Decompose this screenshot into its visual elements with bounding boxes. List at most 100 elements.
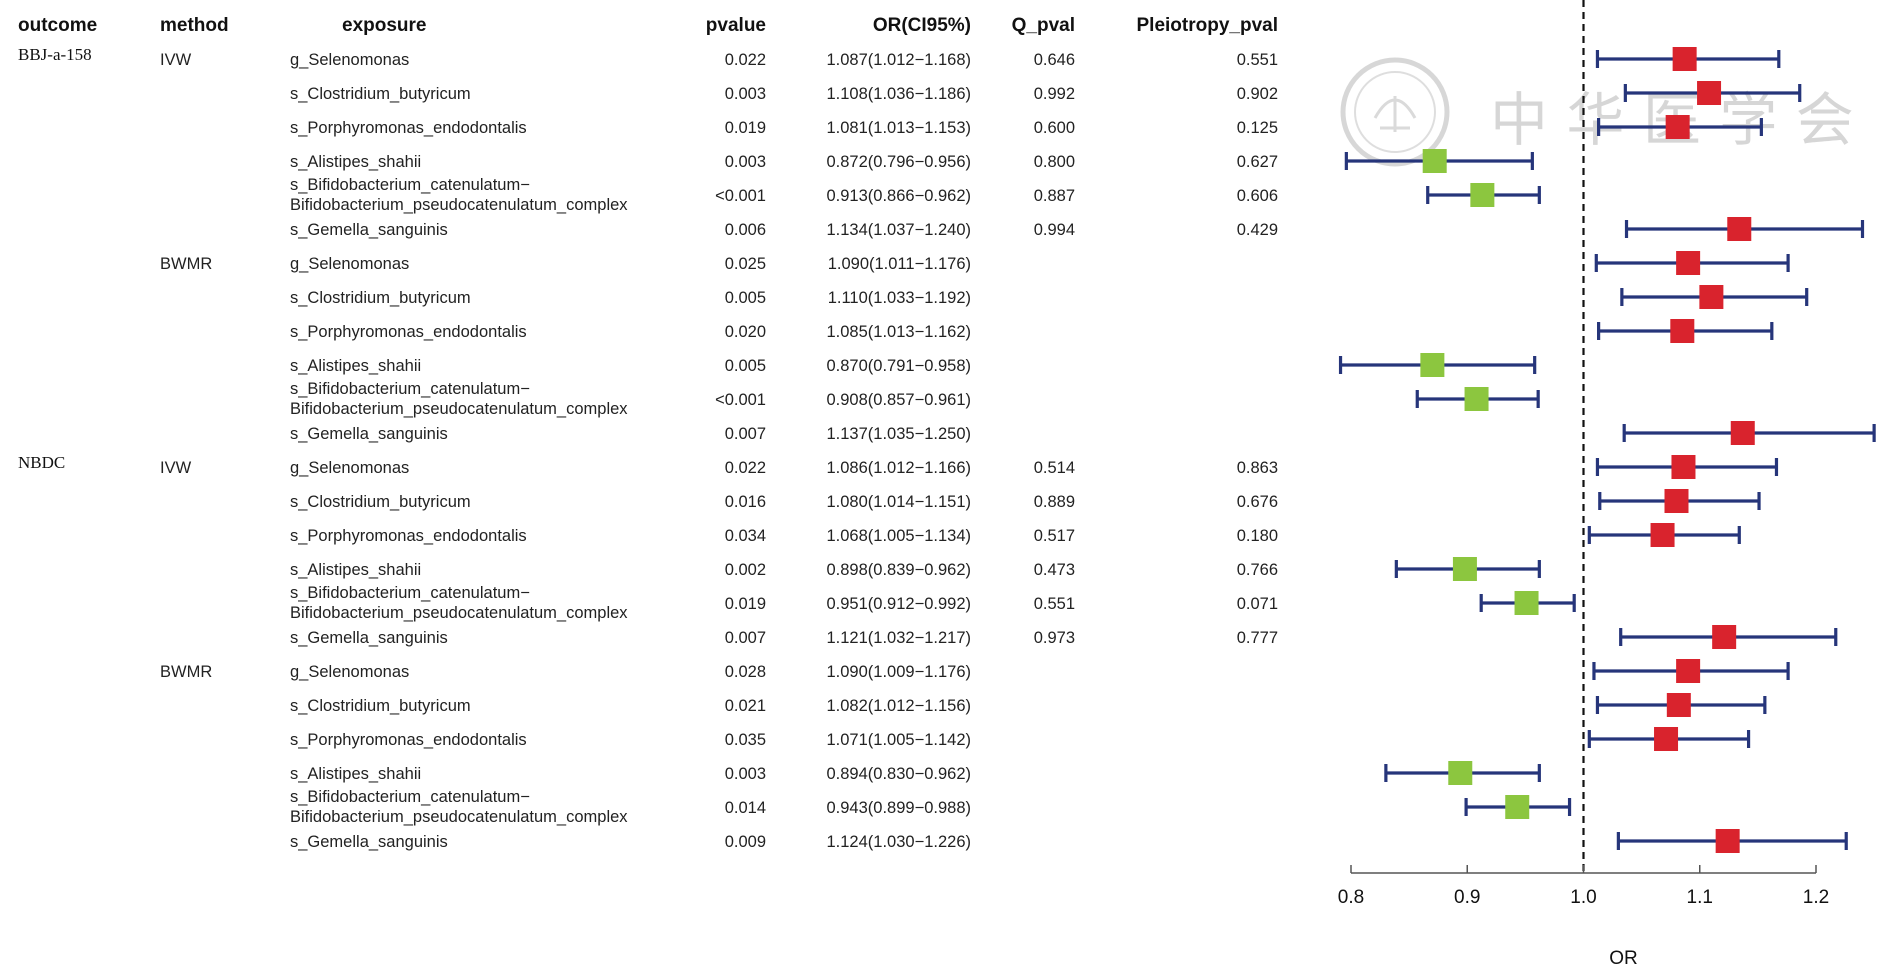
row-pleiotropy-pval: 0.180 xyxy=(1237,527,1278,545)
header-outcome: outcome xyxy=(18,15,97,36)
row-pvalue: 0.005 xyxy=(725,357,766,375)
or-point xyxy=(1470,183,1495,207)
header-or-ci: OR(CI95%) xyxy=(873,15,971,36)
or-point xyxy=(1670,319,1695,343)
row-outcome: NBDC xyxy=(18,453,65,472)
table-row: s_Alistipes_shahii 0.003 0.894(0.830−0.962… xyxy=(290,765,971,783)
row-pvalue: 0.022 xyxy=(725,459,766,477)
table-row: s_Porphyromonas_endodontalis 0.035 1.071(1… xyxy=(290,731,971,749)
row-exposure-line: s_Bifidobacterium_catenulatum− xyxy=(290,176,530,194)
row-exposure-line: s_Bifidobacterium_catenulatum− xyxy=(290,584,530,602)
table-row: s_Gemella_sanguinis 0.009 1.124(1.030−1.22… xyxy=(290,833,971,851)
or-point xyxy=(1422,149,1447,173)
row-q-pval: 0.473 xyxy=(1034,561,1075,579)
or-point xyxy=(1676,659,1701,683)
row-q-pval: 0.514 xyxy=(1034,459,1075,477)
table-row: s_Porphyromonas_endodontalis 0.020 1.085(1… xyxy=(290,323,971,341)
row-exposure: g_Selenomonas xyxy=(290,51,409,69)
or-point xyxy=(1464,387,1489,411)
row-pvalue: 0.009 xyxy=(725,833,766,851)
row-exposure: s_Porphyromonas_endodontalis xyxy=(290,119,527,137)
row-or-ci: 0.898(0.839−0.962) xyxy=(827,561,972,579)
row-exposure: s_Gemella_sanguinis xyxy=(290,221,448,239)
row-q-pval: 0.992 xyxy=(1034,85,1075,103)
row-or-ci: 1.090(1.009−1.176) xyxy=(827,663,972,681)
or-point xyxy=(1730,421,1755,445)
row-pleiotropy-pval: 0.902 xyxy=(1237,85,1278,103)
table-row: s_Clostridium_butyricum 0.016 1.080(1.014−… xyxy=(290,493,1278,511)
row-pvalue: 0.019 xyxy=(725,119,766,137)
row-pvalue: 0.007 xyxy=(725,425,766,443)
row-pvalue: 0.035 xyxy=(725,731,766,749)
table-rows: BBJ-a-158 IVW g_Selenomonas 0.022 1.087(1.01… xyxy=(18,45,1278,851)
x-axis-label: OR xyxy=(1609,948,1638,969)
column-headers: outcome method exposure pvalue OR(CI95%) Q_pv… xyxy=(18,15,1278,36)
row-exposure: s_Porphyromonas_endodontalis xyxy=(290,323,527,341)
or-point xyxy=(1727,217,1752,241)
row-q-pval: 0.551 xyxy=(1034,595,1075,613)
or-point xyxy=(1650,523,1675,547)
row-or-ci: 1.090(1.011−1.176) xyxy=(828,255,971,273)
row-q-pval: 0.887 xyxy=(1034,187,1075,205)
row-method: BWMR xyxy=(160,663,212,681)
row-or-ci: 1.121(1.032−1.217) xyxy=(827,629,972,647)
table-row: s_Porphyromonas_endodontalis 0.034 1.068(1… xyxy=(290,527,1278,545)
table-row: s_Gemella_sanguinis 0.006 1.134(1.037−1.24… xyxy=(290,221,1278,239)
header-pleiotropy-pval: Pleiotropy_pval xyxy=(1137,15,1279,36)
row-pvalue: 0.002 xyxy=(725,561,766,579)
row-pvalue: 0.006 xyxy=(725,221,766,239)
row-pvalue: 0.021 xyxy=(725,697,766,715)
row-pleiotropy-pval: 0.676 xyxy=(1237,493,1278,511)
table-row: s_Alistipes_shahii 0.003 0.872(0.796−0.956… xyxy=(290,153,1278,171)
or-point xyxy=(1699,285,1724,309)
table-row: s_Alistipes_shahii 0.002 0.898(0.839−0.962… xyxy=(290,561,1278,579)
or-point xyxy=(1671,455,1696,479)
row-exposure: s_Alistipes_shahii xyxy=(290,765,421,783)
or-point xyxy=(1452,557,1477,581)
row-pleiotropy-pval: 0.766 xyxy=(1237,561,1278,579)
row-exposure: s_Clostridium_butyricum xyxy=(290,85,471,103)
row-or-ci: 0.908(0.857−0.961) xyxy=(827,391,972,409)
row-or-ci: 1.086(1.012−1.166) xyxy=(827,459,972,477)
row-exposure-line: s_Bifidobacterium_catenulatum− xyxy=(290,788,530,806)
row-q-pval: 0.994 xyxy=(1034,221,1075,239)
row-or-ci: 1.081(1.013−1.153) xyxy=(827,119,972,137)
x-tick-label: 0.8 xyxy=(1338,887,1364,908)
row-q-pval: 0.517 xyxy=(1034,527,1075,545)
row-or-ci: 1.110(1.033−1.192) xyxy=(828,289,971,307)
or-point xyxy=(1712,625,1737,649)
or-point xyxy=(1666,693,1691,717)
row-or-ci: 0.951(0.912−0.992) xyxy=(827,595,972,613)
or-point xyxy=(1676,251,1701,275)
or-point xyxy=(1664,489,1689,513)
row-exposure: s_Clostridium_butyricum xyxy=(290,697,471,715)
row-or-ci: 1.071(1.005−1.142) xyxy=(827,731,972,749)
row-method: BWMR xyxy=(160,255,212,273)
row-or-ci: 0.913(0.866−0.962) xyxy=(827,187,972,205)
row-method: IVW xyxy=(160,459,192,477)
row-pvalue: 0.007 xyxy=(725,629,766,647)
row-pvalue: 0.022 xyxy=(725,51,766,69)
row-exposure-line: Bifidobacterium_pseudocatenulatum_comple… xyxy=(290,196,628,214)
row-q-pval: 0.600 xyxy=(1034,119,1075,137)
row-pvalue: 0.016 xyxy=(725,493,766,511)
row-q-pval: 0.800 xyxy=(1034,153,1075,171)
row-or-ci: 1.137(1.035−1.250) xyxy=(827,425,972,443)
or-point xyxy=(1420,353,1445,377)
x-tick-label: 0.9 xyxy=(1454,887,1480,908)
row-or-ci: 0.872(0.796−0.956) xyxy=(827,153,972,171)
row-exposure-line: Bifidobacterium_pseudocatenulatum_comple… xyxy=(290,808,628,826)
row-exposure: s_Alistipes_shahii xyxy=(290,561,421,579)
row-or-ci: 0.870(0.791−0.958) xyxy=(827,357,972,375)
table-row: NBDC IVW g_Selenomonas 0.022 1.086(1.012−1.1… xyxy=(18,453,1278,477)
row-exposure-line: Bifidobacterium_pseudocatenulatum_comple… xyxy=(290,400,628,418)
row-pvalue: 0.005 xyxy=(725,289,766,307)
x-tick-label: 1.2 xyxy=(1803,887,1829,908)
row-q-pval: 0.646 xyxy=(1034,51,1075,69)
row-pvalue: 0.014 xyxy=(725,799,766,817)
table-row: s_Alistipes_shahii 0.005 0.870(0.791−0.958… xyxy=(290,357,971,375)
watermark: 中 华 医 学 会 xyxy=(1340,57,1854,167)
table-row: s_Clostridium_butyricum 0.005 1.110(1.033−… xyxy=(290,289,971,307)
row-method: IVW xyxy=(160,51,192,69)
or-point xyxy=(1654,727,1679,751)
